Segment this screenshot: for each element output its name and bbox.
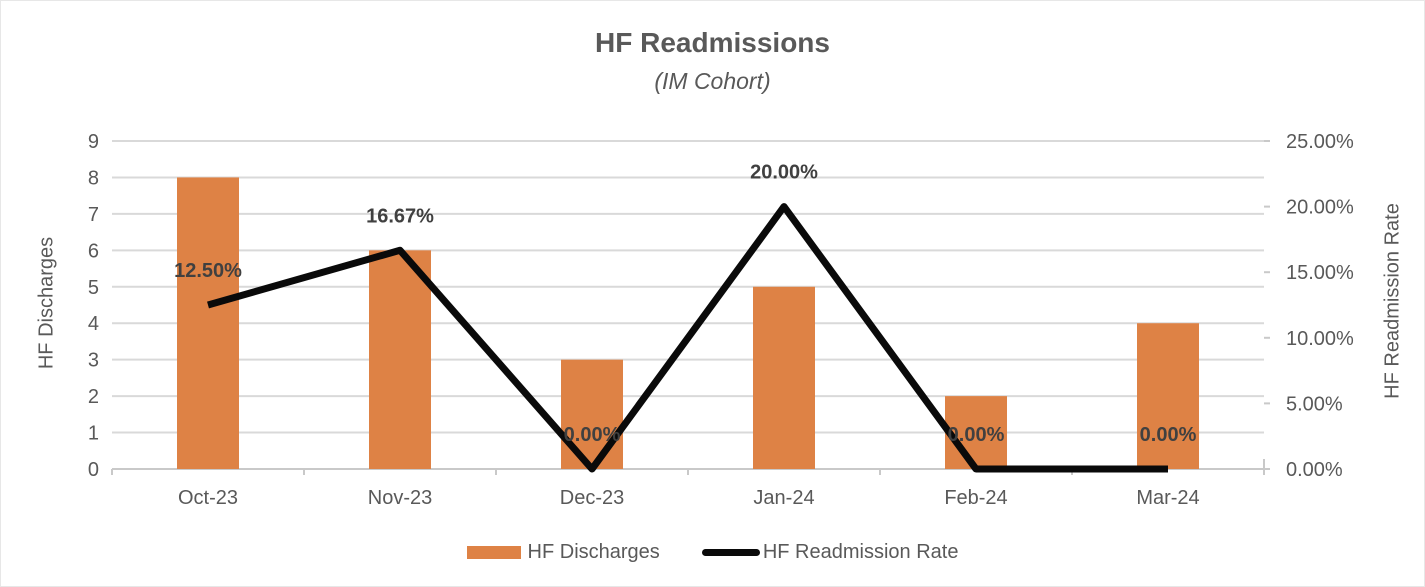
bar-dec-23	[561, 359, 623, 469]
legend-item-hf-discharges: HF Discharges	[466, 541, 660, 564]
bar-nov-23	[369, 250, 431, 469]
legend-label: HF Readmission Rate	[762, 541, 959, 563]
left-axis-title: HF Discharges	[35, 236, 58, 370]
data-label: 0.00%	[564, 424, 621, 446]
data-label: 16.67%	[366, 205, 434, 227]
data-label: 0.00%	[948, 424, 1005, 446]
x-tick-label: Nov-23	[368, 487, 432, 509]
bar-mar-24	[1137, 323, 1199, 469]
bar-oct-23	[177, 177, 239, 469]
y-tick-label-right: 0.00%	[1286, 459, 1343, 481]
legend: HF Discharges HF Readmission Rate	[1, 541, 1424, 564]
x-tick-label: Feb-24	[944, 487, 1007, 509]
y-tick-label-left: 1	[88, 423, 99, 445]
y-tick-label-left: 0	[88, 459, 99, 481]
x-tick-label: Mar-24	[1136, 487, 1199, 509]
y-tick-label-right: 5.00%	[1286, 393, 1343, 415]
y-tick-label-left: 8	[88, 167, 99, 189]
legend-item-hf-readmission-rate: HF Readmission Rate	[701, 541, 959, 564]
bar-series-swatch-icon	[466, 546, 521, 559]
bar-feb-24	[945, 396, 1007, 469]
y-tick-label-left: 4	[88, 313, 99, 335]
y-tick-label-left: 3	[88, 350, 99, 372]
y-tick-label-left: 6	[88, 240, 99, 262]
line-series	[207, 203, 1168, 473]
y-tick-label-right: 25.00%	[1286, 131, 1354, 153]
y-tick-label-right: 10.00%	[1286, 328, 1354, 350]
y-tick-label-right: 15.00%	[1286, 262, 1354, 284]
line-series-swatch-icon	[701, 549, 760, 556]
chart-title: HF Readmissions	[595, 27, 830, 58]
data-label: 0.00%	[1140, 424, 1197, 446]
right-axis-title: HF Readmission Rate	[1381, 203, 1404, 399]
x-tick-label: Jan-24	[753, 487, 814, 509]
legend-label: HF Discharges	[527, 541, 660, 563]
x-tick-label: Dec-23	[560, 487, 624, 509]
data-label: 20.00%	[750, 162, 818, 184]
y-tick-label-right: 20.00%	[1286, 197, 1354, 219]
x-tick-label: Oct-23	[178, 487, 238, 509]
bar-jan-24	[753, 286, 815, 469]
y-tick-label-left: 9	[88, 131, 99, 153]
y-tick-label-left: 2	[88, 386, 99, 408]
chart-subtitle: (IM Cohort)	[654, 68, 771, 94]
data-label: 12.50%	[174, 260, 242, 282]
y-tick-label-left: 5	[88, 277, 99, 299]
y-tick-label-left: 7	[88, 204, 99, 226]
